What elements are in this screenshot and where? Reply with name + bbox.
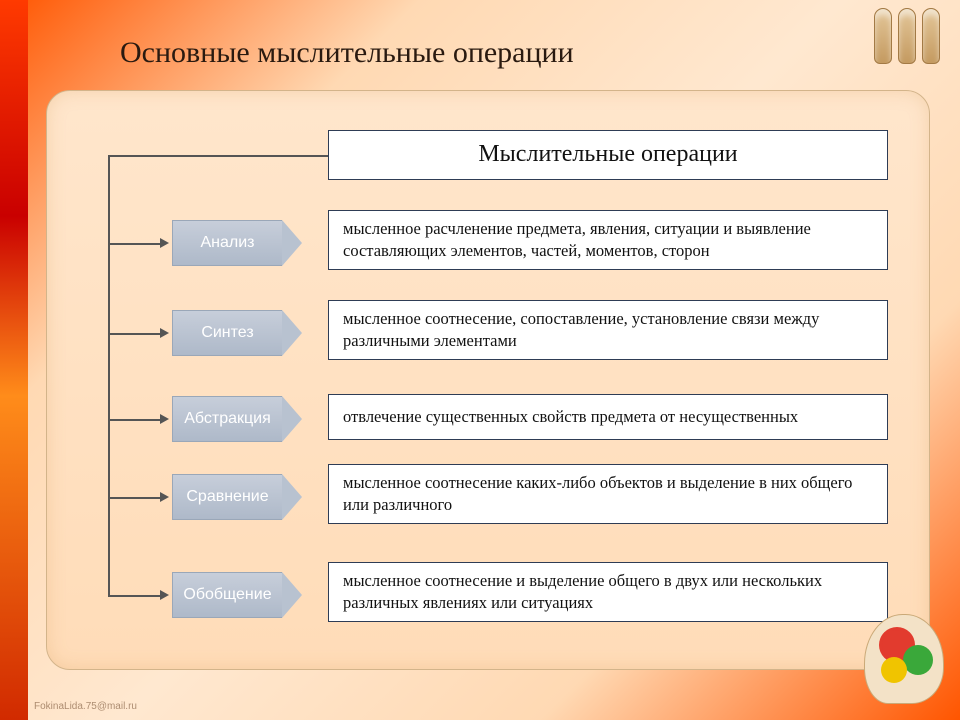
connector-arrowhead-icon (160, 492, 169, 502)
slide-title: Основные мыслительные операции (120, 36, 574, 70)
operation-tag: Анализ (172, 220, 302, 266)
connector-branch (108, 497, 160, 499)
connector-arrowhead-icon (160, 414, 169, 424)
operation-description: мысленное соотнесение каких-либо объекто… (328, 464, 888, 524)
operation-description: отвлечение существенных свойств предмета… (328, 394, 888, 440)
connector-branch (108, 595, 160, 597)
operation-description: мысленное соотнесение и выделение общего… (328, 562, 888, 622)
corner-decoration-tubes (874, 8, 940, 64)
left-accent-stripe (0, 0, 28, 720)
corner-decoration-brain-icon (834, 604, 954, 714)
connector-branch (108, 419, 160, 421)
operation-tag-label: Синтез (172, 310, 282, 356)
tag-arrow-icon (282, 220, 302, 266)
operation-tag: Сравнение (172, 474, 302, 520)
operation-tag: Обобщение (172, 572, 302, 618)
connector-arrowhead-icon (160, 328, 169, 338)
operation-description: мысленное соотнесение, сопоставление, ус… (328, 300, 888, 360)
connector-to-header (108, 155, 328, 157)
operation-tag-label: Сравнение (172, 474, 282, 520)
operation-description: мысленное расчленение предмета, явления,… (328, 210, 888, 270)
tag-arrow-icon (282, 396, 302, 442)
tag-arrow-icon (282, 310, 302, 356)
connector-branch (108, 333, 160, 335)
operation-tag-label: Абстракция (172, 396, 282, 442)
connector-branch (108, 243, 160, 245)
connector-arrowhead-icon (160, 590, 169, 600)
operation-tag-label: Анализ (172, 220, 282, 266)
connector-trunk (108, 155, 110, 595)
operation-tag: Синтез (172, 310, 302, 356)
tag-arrow-icon (282, 572, 302, 618)
operation-tag: Абстракция (172, 396, 302, 442)
tag-arrow-icon (282, 474, 302, 520)
operation-tag-label: Обобщение (172, 572, 282, 618)
connector-arrowhead-icon (160, 238, 169, 248)
footer-credit: FokinaLida.75@mail.ru (34, 701, 137, 712)
diagram-root-box: Мыслительные операции (328, 130, 888, 180)
